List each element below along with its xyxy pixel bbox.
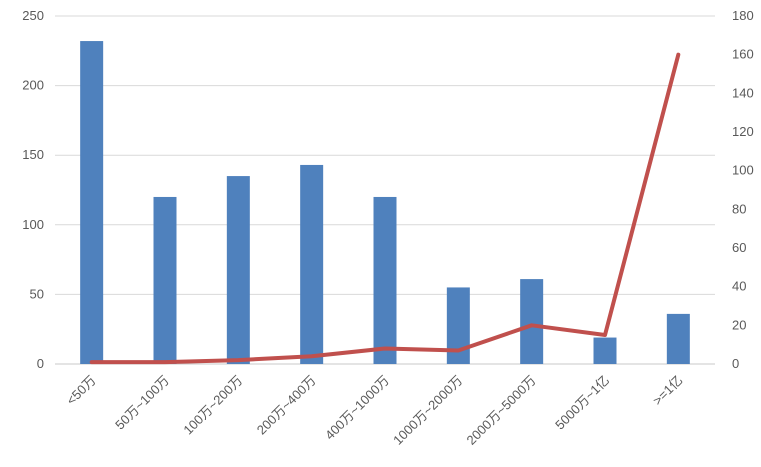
left-axis-tick-label: 0 (37, 356, 44, 371)
x-axis-category-label: 100万~200万 (180, 373, 245, 438)
bar (80, 41, 104, 364)
right-axis-tick-label: 100 (732, 163, 754, 178)
right-axis-tick-label: 80 (732, 201, 746, 216)
right-axis-tick-label: 0 (732, 356, 739, 371)
right-axis-tick-label: 20 (732, 317, 746, 332)
right-axis-tick-label: 140 (732, 85, 754, 100)
x-axis-category-label: 400万~1000万 (322, 373, 392, 443)
bar (666, 313, 690, 364)
left-axis-tick-label: 100 (22, 217, 44, 232)
left-axis-tick-label: 250 (22, 8, 44, 23)
left-axis-tick-label: 150 (22, 147, 44, 162)
bar (446, 287, 470, 364)
x-axis-category-label: 1000万~2000万 (390, 373, 465, 448)
right-axis-tick-label: 160 (732, 47, 754, 62)
bar (593, 337, 617, 364)
bar (520, 279, 544, 364)
x-axis-category-label: >=1亿 (650, 373, 686, 409)
bar (373, 196, 397, 364)
right-axis-tick-label: 180 (732, 8, 754, 23)
x-axis-category-label: <50万 (63, 373, 98, 408)
bar (226, 176, 250, 364)
right-axis-tick-label: 40 (732, 279, 746, 294)
left-axis-tick-label: 50 (30, 286, 44, 301)
x-axis-category-label: 50万~100万 (112, 373, 172, 433)
trend-line (89, 52, 681, 365)
x-axis-category-label: 200万~400万 (254, 373, 319, 438)
right-axis-tick-label: 120 (732, 124, 754, 139)
x-axis-category-label: 2000万~5000万 (464, 373, 539, 448)
x-axis-category-label: 5000万~1亿 (552, 373, 612, 433)
bar (153, 196, 177, 364)
bar (300, 164, 324, 364)
left-axis-tick-label: 200 (22, 78, 44, 93)
right-axis-tick-label: 60 (732, 240, 746, 255)
